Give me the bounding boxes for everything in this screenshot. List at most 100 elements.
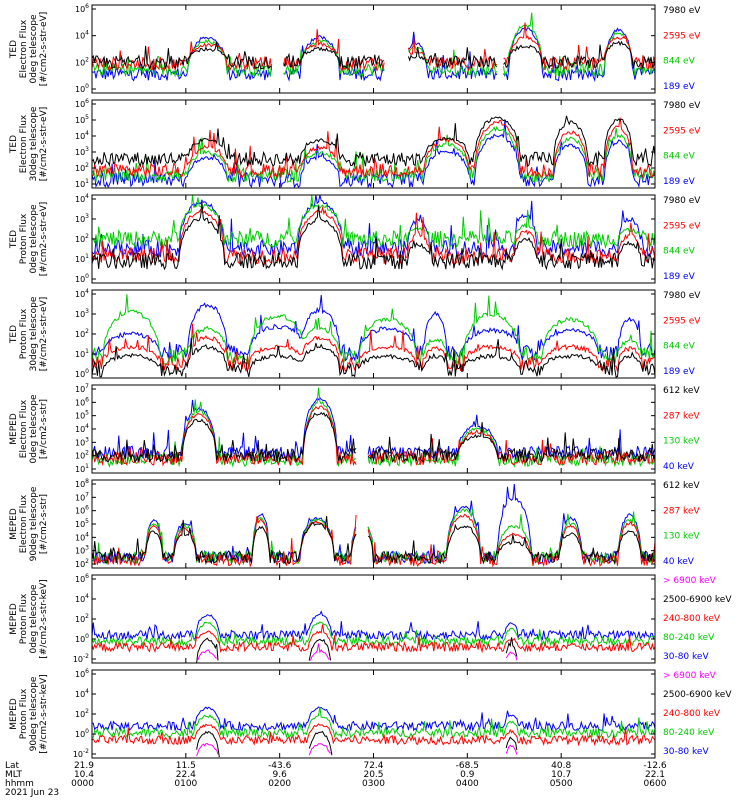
panel-5: 107 106 105 104 103 102 101 MEPED Electron Flux 0… [9,383,700,474]
panel-y-label-line: 0deg telescope [29,14,39,84]
series-line-612-kev [91,515,656,566]
y-tick-label: 102 [75,56,89,67]
panel-4: 104 103 102 101 100 TED Proton Flux 30deg teles… [9,288,701,379]
legend-entry: 287 keV [663,506,700,516]
y-tick-label: 102 [75,328,89,339]
y-tick-label: 104 [75,531,89,542]
legend-entry: > 6900 keV [663,671,717,681]
panel-y-label-line: [#/cm2-s-str-eV] [39,107,49,182]
series-line-844-ev [91,12,656,78]
legend-entry: 189 eV [663,272,696,282]
y-tick-label: 103 [75,213,89,224]
y-tick-label: 102 [75,558,89,569]
footer-lat-value: -12.6 [643,761,667,771]
legend-entry: 30-80 keV [663,652,709,662]
series-line-80-240-kev [91,706,656,739]
y-tick-label: 105 [75,114,89,125]
legend-entry: 2500-6900 keV [663,595,732,605]
panel-y-label-line: [#/cm2-s-str-eV] [39,297,49,372]
footer-hhmm-value: 0200 [268,779,291,789]
series-line-189-ev [91,295,656,362]
y-tick-label: 106 [75,396,89,407]
panel-3: 104 103 102 101 100 TED Proton Flux 0deg telesc… [9,193,701,284]
panel-y-label-line: Electron Flux [19,399,29,458]
series-line--6900-kev [197,744,647,757]
panel-y-label-line: Electron Flux [19,114,29,173]
y-tick-label: 102 [75,613,89,624]
footer-mlt-value: 10.7 [551,770,571,780]
panel-y-label-line: [#/cm2-s-str-keV] [39,674,49,753]
panel-frame [91,574,656,664]
y-tick-label: 102 [75,162,89,173]
panel-y-label-line: MEPED [9,603,19,635]
legend-entry: > 6900 keV [663,576,717,586]
legend-entry: 189 eV [663,367,696,377]
panel-y-label-line: Proton Flux [19,308,29,359]
y-tick-label: 104 [75,688,89,699]
series-line-7980-ev [91,337,656,378]
legend-entry: 7980 eV [663,101,701,111]
legend-entry: 240-800 keV [663,709,721,719]
footer-lat-value: -68.5 [456,761,479,771]
footer-row-label-lat: Lat [5,761,20,771]
y-tick-label: 104 [75,288,89,299]
y-tick-label: 104 [75,130,89,141]
legend-entry: 189 eV [663,82,696,92]
legend-entry: 612 keV [663,481,700,491]
y-tick-label: 106 [75,3,89,14]
y-tick-label: 103 [75,436,89,447]
footer-hhmm-value: 0000 [71,779,94,789]
y-tick-label: 104 [75,593,89,604]
y-tick-label: 102 [75,450,89,461]
footer-lat-value: -43.6 [268,761,292,771]
footer-mlt-value: 0.9 [460,770,475,780]
series-line-189-ev [91,119,656,189]
y-tick-label: 108 [75,478,89,489]
panel-y-label-line: TED [9,325,19,344]
y-tick-label: 101 [75,348,89,359]
series-line-7980-ev [91,40,656,71]
y-tick-label: 10-2 [73,653,89,664]
series-line-2595-ev [91,22,656,72]
legend-entry: 612 keV [663,386,700,396]
legend-entry: 130 keV [663,437,700,447]
footer-lat-value: 11.5 [176,761,196,771]
footer-hhmm-value: 0300 [362,779,385,789]
footer-hhmm-value: 0600 [644,779,667,789]
panel-y-label-line: Electron Flux [19,494,29,553]
panel-y-label-line: TED [9,135,19,154]
footer-row-label-hhmm: hhmm [5,779,34,789]
legend-entry: 30-80 keV [663,747,709,757]
legend-entry: 7980 eV [663,196,701,206]
footer-mlt-value: 20.5 [363,770,383,780]
series-line-612-kev [91,411,656,464]
y-tick-label: 105 [75,410,89,421]
panel-y-label-line: 90deg telescope [29,676,39,751]
legend-entry: 844 eV [663,342,696,352]
y-tick-label: 103 [75,545,89,556]
legend-entry: 2595 eV [663,221,701,231]
y-tick-label: 106 [75,573,89,584]
y-tick-label: 104 [75,30,89,41]
panel-y-label-line: 30deg telescope [29,106,39,181]
panel-y-label-line: 30deg telescope [29,296,39,371]
panel-frame [91,669,656,759]
footer-mlt-value: 22.1 [645,770,665,780]
legend-entry: 7980 eV [663,6,701,16]
y-tick-label: 100 [75,273,89,284]
panel-y-label-line: TED [9,230,19,249]
legend-entry: 130 keV [663,532,700,542]
series-line-2595-ev [91,205,656,266]
y-tick-label: 104 [75,193,89,204]
y-tick-label: 107 [75,491,89,502]
legend-entry: 2500-6900 keV [663,690,732,700]
legend-entry: 80-240 keV [663,728,715,738]
panel-y-label-line: Electron Flux [19,19,29,78]
panel-y-label-line: [#/cm2-s-str-eV] [39,12,49,87]
panel-y-label-line: 0deg telescope [29,584,39,654]
footer-lat-value: 72.4 [363,761,383,771]
panel-y-label-line: [#/cm2-s-str] [39,399,49,459]
panel-y-label-line: Proton Flux [19,593,29,644]
y-tick-label: 100 [75,728,89,739]
